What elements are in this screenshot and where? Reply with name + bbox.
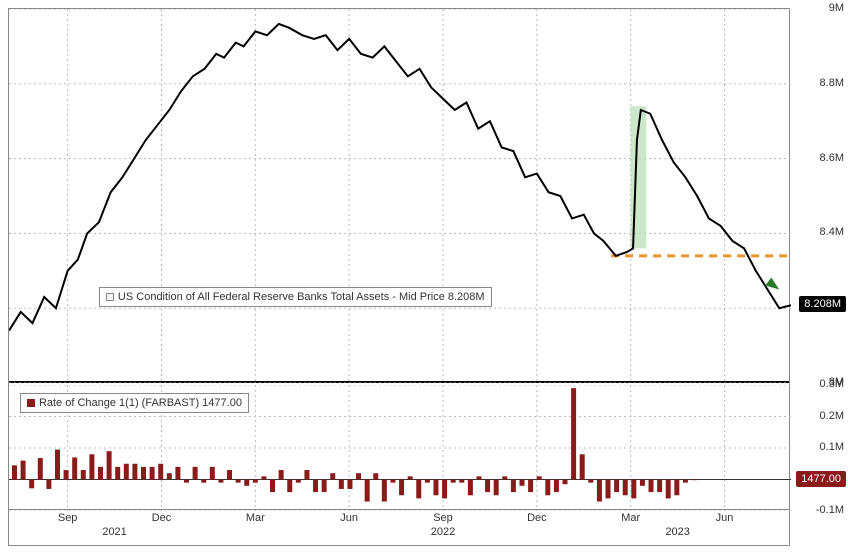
x-month-label: Dec bbox=[152, 512, 172, 524]
x-axis: Sep Dec Mar Jun Sep Dec Mar Jun 2021 2022 2023 bbox=[9, 509, 789, 545]
x-year-label: 2022 bbox=[431, 526, 455, 538]
x-month-label: Sep bbox=[58, 512, 78, 524]
x-month-label: Dec bbox=[527, 512, 547, 524]
y-tick-label: 0.3M bbox=[820, 378, 844, 390]
x-month-label: Sep bbox=[433, 512, 453, 524]
legend-marker-icon bbox=[106, 293, 114, 301]
top-panel: US Condition of All Federal Reserve Bank… bbox=[9, 9, 789, 383]
bottom-panel: Rate of Change 1(1) (FARBAST) 1477.00 bbox=[9, 385, 789, 511]
y-tick-label: 9M bbox=[829, 2, 844, 14]
y-tick-label: -0.1M bbox=[816, 504, 844, 516]
legend-bar-icon bbox=[27, 399, 35, 407]
line-chart-svg bbox=[9, 9, 791, 383]
bottom-legend: Rate of Change 1(1) (FARBAST) 1477.00 bbox=[20, 393, 249, 413]
y-tick-label: 8.6M bbox=[820, 152, 844, 164]
plot-area: US Condition of All Federal Reserve Bank… bbox=[8, 8, 790, 546]
x-month-label: Mar bbox=[246, 512, 265, 524]
y-axis-right: 9M8.8M8.6M8.4M8M8.208M0.3M0.2M0.1M-0.1M1… bbox=[790, 8, 848, 546]
current-value-tag-bottom: 1477.00 bbox=[796, 471, 846, 487]
x-month-label: Jun bbox=[716, 512, 734, 524]
top-legend: US Condition of All Federal Reserve Bank… bbox=[99, 287, 492, 307]
current-value-tag: 8.208M bbox=[799, 296, 846, 312]
y-tick-label: 0.2M bbox=[820, 410, 844, 422]
chart-container: US Condition of All Federal Reserve Bank… bbox=[0, 0, 848, 554]
x-year-label: 2023 bbox=[665, 526, 689, 538]
y-tick-label: 8.8M bbox=[820, 77, 844, 89]
y-tick-label: 8.4M bbox=[820, 226, 844, 238]
y-tick-label: 0.1M bbox=[820, 441, 844, 453]
top-legend-text: US Condition of All Federal Reserve Bank… bbox=[118, 291, 485, 303]
x-year-label: 2021 bbox=[102, 526, 126, 538]
x-month-label: Mar bbox=[621, 512, 640, 524]
bottom-legend-text: Rate of Change 1(1) (FARBAST) 1477.00 bbox=[39, 397, 242, 409]
x-month-label: Jun bbox=[340, 512, 358, 524]
